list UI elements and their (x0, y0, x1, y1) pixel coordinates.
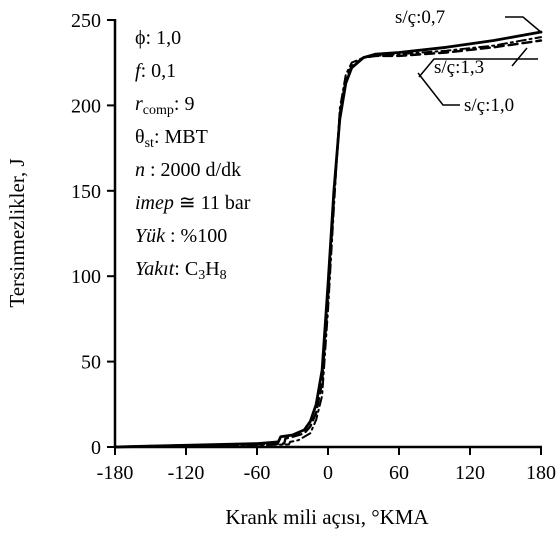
legend-label-1-0: s/ç:1,0 (464, 95, 514, 116)
annotation-f-symbol: f (135, 60, 143, 82)
annotation-fuel-h: H (205, 258, 219, 280)
annotation-phi-text: ϕ: 1,0 (135, 27, 181, 49)
y-tick-label: 200 (71, 95, 101, 117)
annotation-theta-symbol: θ (135, 126, 145, 148)
annotation-imep-value: ≅ 11 bar (174, 192, 251, 214)
annotation-theta-value: : MBT (154, 126, 208, 148)
annotation-f: f: 0,1 (135, 60, 176, 82)
x-tick-label: -60 (244, 462, 271, 484)
x-tick-label: -120 (168, 462, 205, 484)
annotation-fuel: Yakıt: C3H8 (135, 258, 227, 283)
x-tick-label: -180 (97, 462, 134, 484)
annotation-fuel-c: : C (174, 258, 198, 280)
legend-leader-1-0-upper (418, 58, 538, 78)
series-group (113, 30, 543, 449)
annotation-rcomp: rcomp: 9 (135, 93, 194, 118)
tick-group: -180 -120 -60 0 60 120 180 0 50 100 150 200 250 (71, 10, 556, 484)
parameter-annotations: ϕ: 1,0 f: 0,1 rcomp: 9 θst: MBT n : 2000… (135, 27, 251, 283)
y-tick-label: 100 (71, 266, 101, 288)
annotation-theta-sub: st (145, 136, 154, 151)
x-tick-label: 60 (389, 462, 409, 484)
y-tick-label: 0 (91, 437, 101, 459)
annotation-rcomp-value: : 9 (174, 93, 195, 115)
annotation-phi: ϕ: 1,0 (135, 27, 181, 49)
annotation-rcomp-symbol: r (135, 93, 143, 115)
annotation-speed-symbol: n (135, 159, 145, 181)
annotation-theta: θst: MBT (135, 126, 208, 151)
annotation-speed-value: : 2000 d/dk (145, 159, 241, 181)
y-tick-label: 150 (71, 181, 101, 203)
y-axis-title: Tersinmezlikler, J (5, 158, 29, 307)
annotation-imep-symbol: imep (135, 192, 174, 214)
y-tick-label: 250 (71, 10, 101, 32)
x-axis-title: Krank mili açısı, °KMA (225, 505, 429, 529)
annotation-load-symbol: Yük (135, 225, 166, 247)
annotation-fuel-symbol: Yakıt (135, 258, 175, 280)
legend-leader-1-0 (417, 72, 460, 106)
y-tick-label: 50 (81, 352, 101, 374)
series-line-0 (113, 30, 543, 449)
annotation-fuel-sub-c: 3 (198, 268, 205, 283)
annotation-load-value: : %100 (165, 225, 227, 247)
legend-label-1-3: s/ç:1,3 (434, 57, 484, 78)
legend-leader-0-7 (505, 16, 543, 34)
series-line-2 (114, 36, 542, 448)
annotation-speed: n : 2000 d/dk (135, 159, 241, 181)
annotation-fuel-sub-h: 8 (220, 268, 227, 283)
x-tick-label: 0 (323, 462, 333, 484)
legend-label-0-7: s/ç:0,7 (395, 7, 445, 28)
legend-leader-1-3 (511, 47, 528, 67)
legend: s/ç:0,7 s/ç:1,3 s/ç:1,0 (395, 7, 543, 116)
annotation-imep: imep ≅ 11 bar (135, 192, 251, 214)
x-tick-label: 180 (526, 462, 556, 484)
annotation-load: Yük : %100 (135, 225, 227, 247)
annotation-f-value: : 0,1 (141, 60, 177, 82)
x-tick-label: 120 (455, 462, 485, 484)
annotation-rcomp-sub: comp (143, 103, 174, 118)
